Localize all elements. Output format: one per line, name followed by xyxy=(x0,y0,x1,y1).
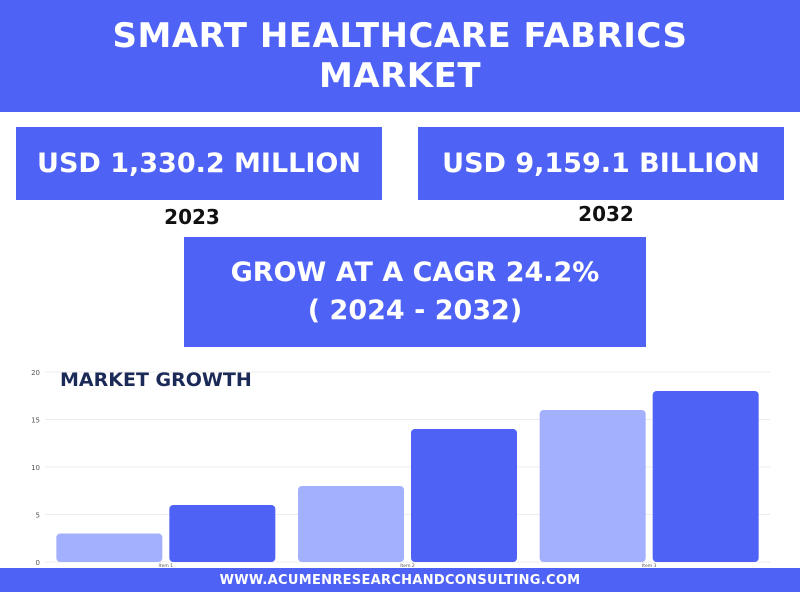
page-title: SMART HEALTHCARE FABRICS MARKET xyxy=(112,16,688,96)
stat-box-2032: USD 9,159.1 BILLION xyxy=(418,127,784,200)
footer-url: WWW.ACUMENRESEARCHANDCONSULTING.COM xyxy=(219,572,581,588)
bar xyxy=(169,505,276,562)
stat-value-2023: USD 1,330.2 MILLION xyxy=(37,148,361,179)
bar xyxy=(56,533,163,562)
footer-banner: WWW.ACUMENRESEARCHANDCONSULTING.COM xyxy=(0,568,800,592)
bar xyxy=(539,410,646,562)
x-tick-label: Item 1 xyxy=(159,563,174,569)
y-tick-label: 15 xyxy=(31,417,40,425)
header-banner: SMART HEALTHCARE FABRICS MARKET xyxy=(0,0,800,112)
bar xyxy=(298,486,404,562)
cagr-period: ( 2024 - 2032) xyxy=(307,295,523,326)
bar xyxy=(411,429,517,562)
y-tick-label: 10 xyxy=(31,464,40,472)
cagr-rate: GROW AT A CAGR 24.2% xyxy=(230,257,600,288)
year-label-2023: 2023 xyxy=(164,205,220,229)
x-tick-label: Item 2 xyxy=(400,563,415,569)
stat-value-2032: USD 9,159.1 BILLION xyxy=(442,148,760,179)
year-label-2032: 2032 xyxy=(578,202,634,226)
stat-box-2023: USD 1,330.2 MILLION xyxy=(16,127,382,200)
cagr-box: GROW AT A CAGR 24.2% ( 2024 - 2032) xyxy=(184,237,646,347)
chart-title: MARKET GROWTH xyxy=(60,369,252,391)
y-tick-label: 20 xyxy=(31,369,40,377)
market-growth-chart: 0 5 10 15 20 Item 1 Item 2 Item 3 MARKET GROWTH xyxy=(31,369,770,569)
y-tick-label: 5 xyxy=(36,512,40,520)
bar xyxy=(652,391,759,562)
y-tick-label: 0 xyxy=(36,559,40,567)
x-tick-label: Item 3 xyxy=(642,563,657,569)
